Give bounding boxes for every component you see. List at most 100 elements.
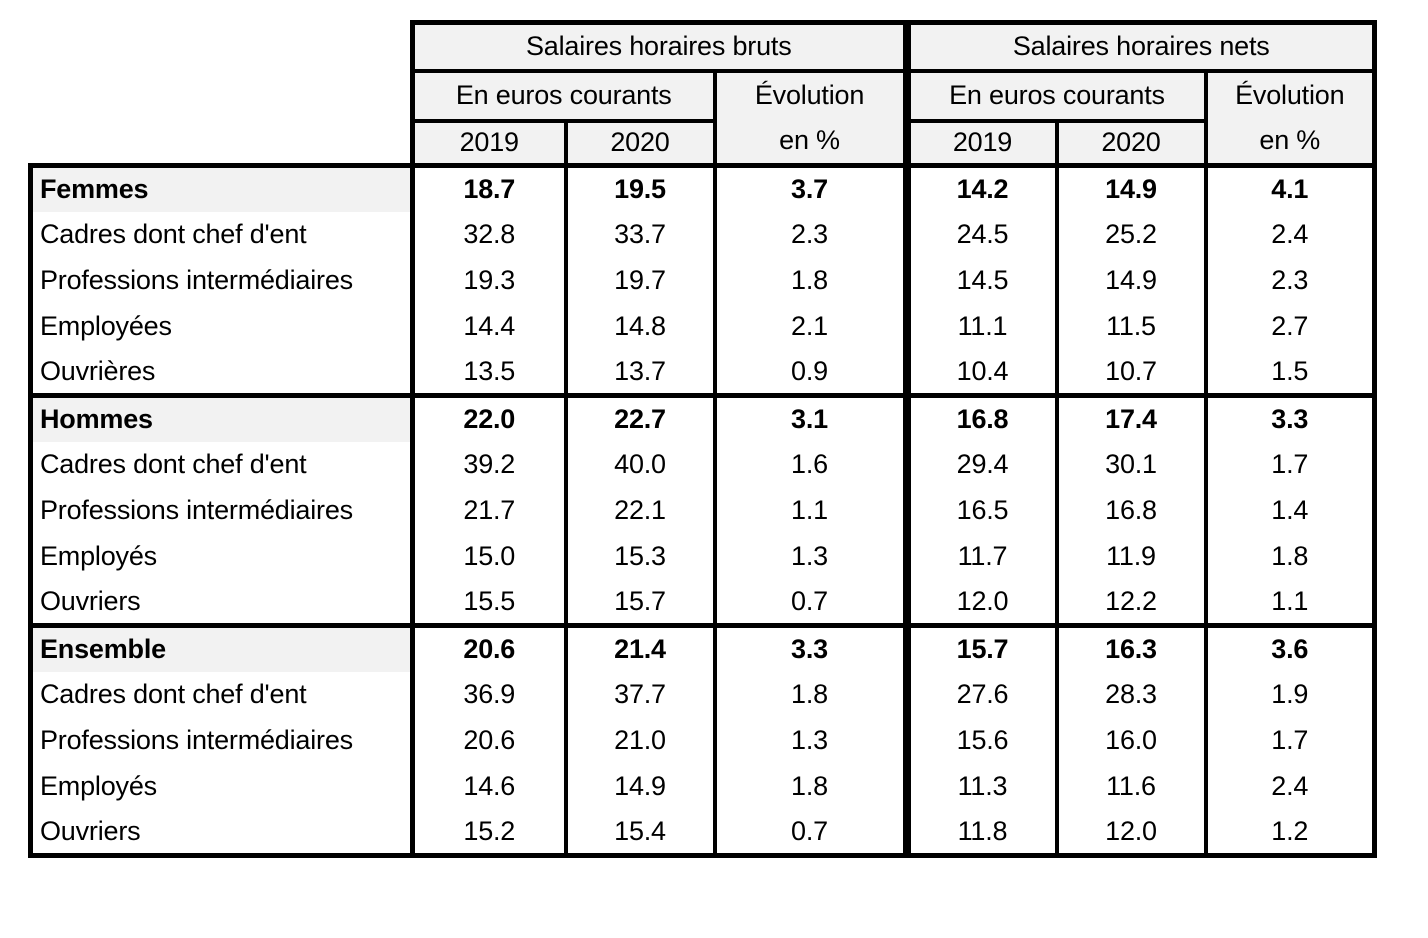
value-cell: 15.6 (902, 717, 1059, 764)
value-cell: 1.6 (712, 441, 909, 488)
header-row-subgroups: En euros courants Évolution en % En euro… (30, 68, 1377, 168)
data-row: Employés 14.6 14.9 1.8 11.3 11.6 2.4 (28, 763, 1377, 810)
value-cell: 29.4 (902, 441, 1059, 488)
value-cell: 11.5 (1054, 303, 1208, 350)
value-cell: 30.1 (1054, 441, 1208, 488)
value-cell: 10.4 (902, 349, 1059, 396)
data-row: Cadres dont chef d'ent 32.8 33.7 2.3 24.… (28, 211, 1377, 258)
header-euros-courants-bruts: En euros courants (410, 68, 717, 123)
value-cell: 15.7 (902, 623, 1059, 672)
value-cell: 1.3 (712, 533, 909, 580)
value-cell: 10.7 (1054, 349, 1208, 396)
value-cell: 1.2 (1203, 809, 1377, 858)
value-cell: 24.5 (902, 211, 1059, 258)
row-label: Ouvriers (28, 579, 415, 626)
value-cell: 36.9 (410, 671, 568, 718)
value-cell: 11.7 (902, 533, 1059, 580)
header-year-2020-nets: 2020 (1054, 118, 1208, 168)
value-cell: 11.9 (1054, 533, 1208, 580)
header-year-2019-nets: 2019 (902, 118, 1059, 168)
value-cell: 3.3 (712, 623, 909, 672)
header-evolution-bruts: Évolution en % (712, 68, 909, 168)
value-cell: 2.3 (712, 211, 909, 258)
value-cell: 2.7 (1203, 303, 1377, 350)
value-cell: 13.7 (563, 349, 717, 396)
value-cell: 0.7 (712, 579, 909, 626)
value-cell: 2.3 (1203, 257, 1377, 304)
value-cell: 14.8 (563, 303, 717, 350)
row-label: Ouvriers (28, 809, 415, 858)
value-cell: 20.6 (410, 717, 568, 764)
value-cell: 0.7 (712, 809, 909, 858)
row-label: Employés (28, 533, 415, 580)
header-row-groups: Salaires horaires bruts Salaires horaire… (30, 20, 1377, 73)
value-cell: 4.1 (1203, 163, 1377, 212)
value-cell: 0.9 (712, 349, 909, 396)
header-group-bruts: Salaires horaires bruts (410, 20, 909, 73)
value-cell: 3.7 (712, 163, 909, 212)
data-row: Ouvrières 13.5 13.7 0.9 10.4 10.7 1.5 (28, 349, 1377, 396)
evolution-label: Évolution (1235, 79, 1345, 110)
data-row: Ouvriers 15.2 15.4 0.7 11.8 12.0 1.2 (28, 809, 1377, 858)
value-cell: 11.6 (1054, 763, 1208, 810)
value-cell: 14.2 (902, 163, 1059, 212)
row-label: Professions intermédiaires (28, 487, 415, 534)
value-cell: 28.3 (1054, 671, 1208, 718)
data-row: Professions intermédiaires 19.3 19.7 1.8… (28, 257, 1377, 304)
value-cell: 19.5 (563, 163, 717, 212)
header-corner-blank (30, 120, 413, 166)
value-cell: 1.9 (1203, 671, 1377, 718)
row-label: Ouvrières (28, 349, 415, 396)
value-cell: 1.7 (1203, 441, 1377, 488)
value-cell: 11.1 (902, 303, 1059, 350)
value-cell: 1.8 (712, 257, 909, 304)
value-cell: 15.7 (563, 579, 717, 626)
value-cell: 15.4 (563, 809, 717, 858)
row-label: Professions intermédiaires (28, 717, 415, 764)
value-cell: 1.4 (1203, 487, 1377, 534)
header-group-nets: Salaires horaires nets (902, 20, 1377, 73)
value-cell: 40.0 (563, 441, 717, 488)
value-cell: 1.3 (712, 717, 909, 764)
value-cell: 18.7 (410, 163, 568, 212)
header-row-years: 2019 2020 2019 2020 (30, 118, 1375, 168)
value-cell: 37.7 (563, 671, 717, 718)
value-cell: 1.8 (712, 763, 909, 810)
data-row: Professions intermédiaires 20.6 21.0 1.3… (28, 717, 1377, 764)
section-row-hommes: Hommes 22.0 22.7 3.1 16.8 17.4 3.3 (28, 393, 1377, 442)
value-cell: 12.0 (902, 579, 1059, 626)
value-cell: 22.0 (410, 393, 568, 442)
data-row: Employées 14.4 14.8 2.1 11.1 11.5 2.7 (28, 303, 1377, 350)
header-corner-blank (30, 70, 413, 121)
value-cell: 14.9 (563, 763, 717, 810)
value-cell: 16.8 (1054, 487, 1208, 534)
section-row-ensemble: Ensemble 20.6 21.4 3.3 15.7 16.3 3.6 (28, 623, 1377, 672)
value-cell: 27.6 (902, 671, 1059, 718)
value-cell: 32.8 (410, 211, 568, 258)
value-cell: 12.0 (1054, 809, 1208, 858)
value-cell: 22.1 (563, 487, 717, 534)
value-cell: 17.4 (1054, 393, 1208, 442)
value-cell: 20.6 (410, 623, 568, 672)
evolution-unit-label: en % (1259, 124, 1321, 155)
value-cell: 1.7 (1203, 717, 1377, 764)
section-label: Femmes (28, 163, 415, 212)
value-cell: 25.2 (1054, 211, 1208, 258)
value-cell: 16.8 (902, 393, 1059, 442)
value-cell: 2.1 (712, 303, 909, 350)
section-label: Ensemble (28, 623, 415, 672)
value-cell: 19.7 (563, 257, 717, 304)
value-cell: 11.8 (902, 809, 1059, 858)
value-cell: 11.3 (902, 763, 1059, 810)
row-label: Employés (28, 763, 415, 810)
value-cell: 12.2 (1054, 579, 1208, 626)
row-label: Employées (28, 303, 415, 350)
evolution-label: Évolution (754, 79, 865, 110)
value-cell: 22.7 (563, 393, 717, 442)
value-cell: 39.2 (410, 441, 568, 488)
value-cell: 14.9 (1054, 257, 1208, 304)
value-cell: 21.7 (410, 487, 568, 534)
row-label: Cadres dont chef d'ent (28, 211, 415, 258)
row-label: Cadres dont chef d'ent (28, 441, 415, 488)
